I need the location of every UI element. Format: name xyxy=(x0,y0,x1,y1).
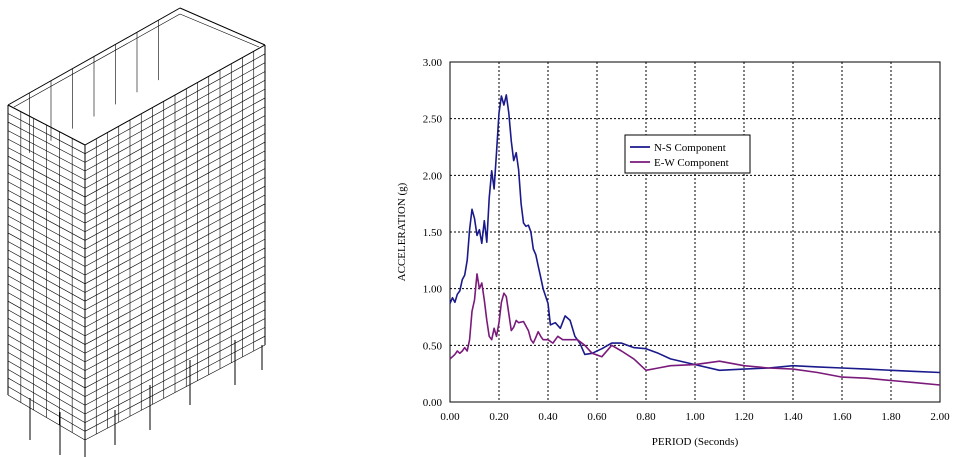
y-tick-label: 3.00 xyxy=(423,57,443,69)
x-tick-label: 1.80 xyxy=(881,411,901,423)
x-tick-label: 0.60 xyxy=(587,411,607,423)
x-tick-label: 1.60 xyxy=(832,411,852,423)
legend: N-S Component E-W Component xyxy=(624,134,751,174)
series-line-ns xyxy=(449,94,941,374)
x-tick-label: 0.40 xyxy=(538,411,558,423)
y-axis-ticks: 0.00 0.50 1.00 1.50 2.00 2.50 3.00 xyxy=(423,57,443,409)
y-tick-label: 1.50 xyxy=(423,227,443,239)
y-tick-label: 2.50 xyxy=(423,114,443,126)
x-axis-ticks: 0.00 0.20 0.40 0.60 0.80 1.00 1.20 1.40 1.60 1.80… xyxy=(440,411,950,423)
legend-label: E-W Component xyxy=(654,157,729,169)
y-tick-label: 0.50 xyxy=(423,340,443,352)
x-axis-title: PERIOD (Seconds) xyxy=(652,436,739,448)
y-tick-label: 1.00 xyxy=(423,284,443,296)
x-tick-label: 1.00 xyxy=(685,411,705,423)
x-tick-label: 0.80 xyxy=(636,411,656,423)
x-tick-label: 0.20 xyxy=(489,411,509,423)
series-lines xyxy=(449,94,941,386)
y-tick-label: 2.00 xyxy=(423,170,443,182)
x-tick-label: 2.00 xyxy=(930,411,950,423)
building-wireframe-model xyxy=(7,7,266,457)
y-tick-label: 0.00 xyxy=(423,397,443,409)
x-tick-label: 1.20 xyxy=(734,411,754,423)
legend-box xyxy=(624,134,751,174)
response-spectrum-chart: 0.00 0.20 0.40 0.60 0.80 1.00 1.20 1.40 1.60 1.80… xyxy=(396,57,950,448)
x-tick-label: 1.40 xyxy=(783,411,803,423)
y-axis-title: ACCELERATION (g) xyxy=(396,182,408,281)
legend-label: N-S Component xyxy=(654,142,726,154)
series-line-ew xyxy=(449,273,941,386)
x-tick-label: 0.00 xyxy=(440,411,460,423)
